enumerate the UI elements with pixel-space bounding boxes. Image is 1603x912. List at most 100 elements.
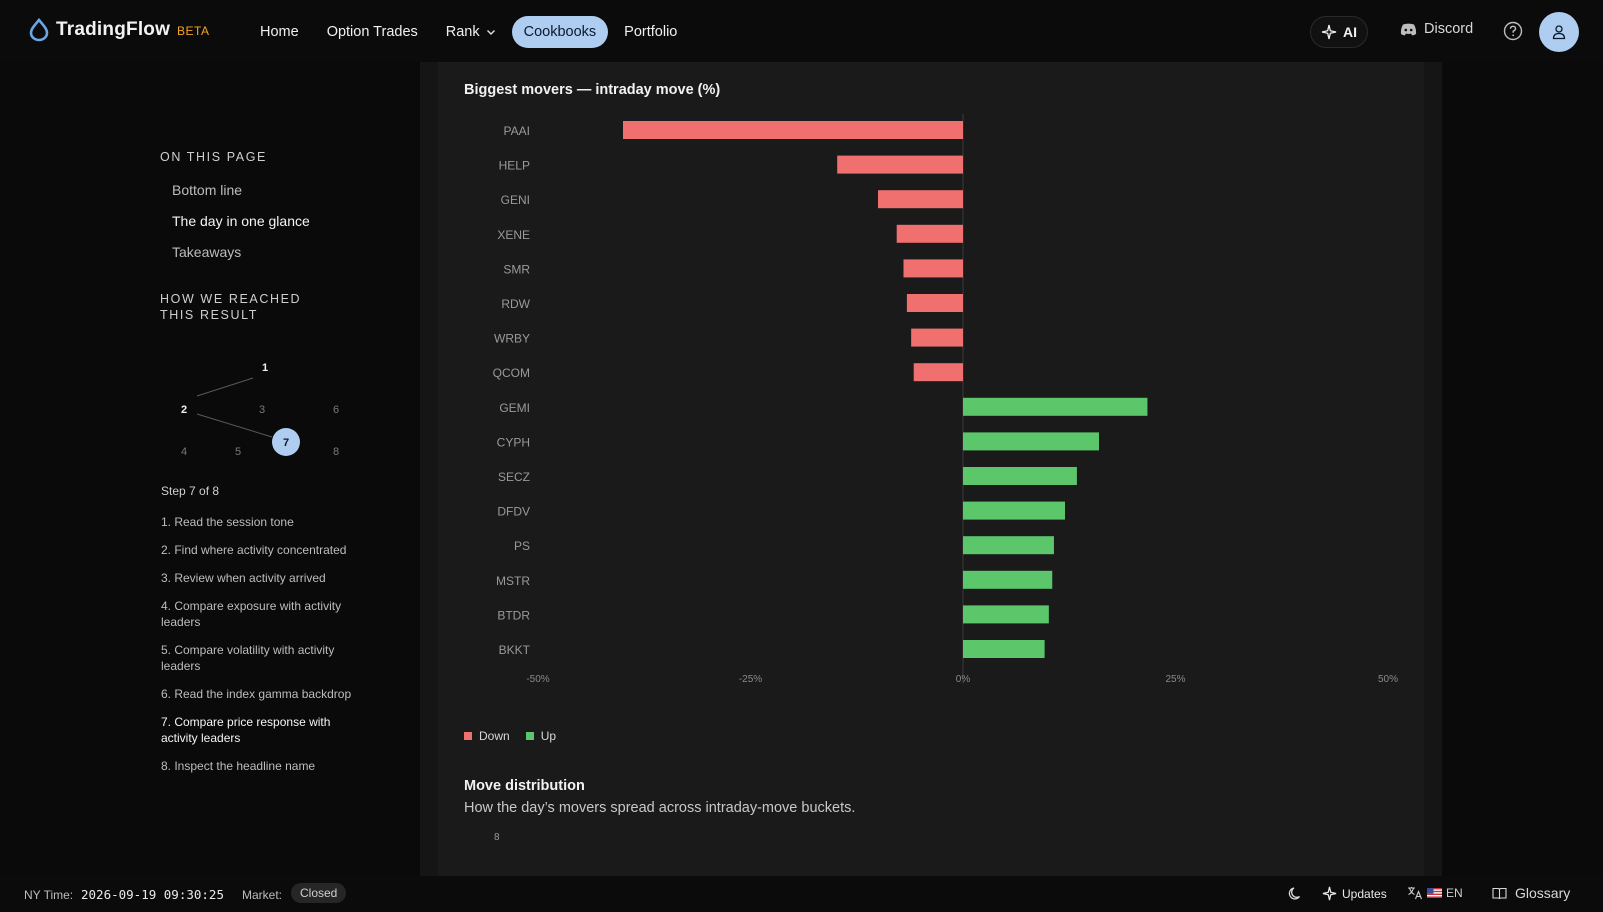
nav-portfolio[interactable]: Portfolio xyxy=(624,24,678,40)
bar-btdr[interactable] xyxy=(963,605,1049,624)
graph-node-current[interactable] xyxy=(272,428,300,456)
bar-bkkt[interactable] xyxy=(963,640,1045,658)
chevron-down-icon xyxy=(486,30,495,35)
legend-label: Down xyxy=(479,729,510,743)
bar-gemi[interactable] xyxy=(963,397,1148,416)
bar-rdw[interactable] xyxy=(906,294,963,312)
step-item[interactable]: 1. Read the session tone xyxy=(161,515,294,529)
toc-item[interactable]: The day in one glance xyxy=(172,213,310,229)
top-nav-bar: TradingFlow BETA Home Option Trades Rank… xyxy=(0,0,1603,62)
user-avatar[interactable] xyxy=(1539,12,1579,52)
step-graph: 1 2 3 6 4 5 7 8 xyxy=(181,362,339,458)
how-heading: HOW WE REACHED THIS RESULT xyxy=(160,292,302,322)
nav-rank-label: Rank xyxy=(445,24,480,40)
x-tick-label: -25% xyxy=(739,674,762,685)
glossary-label: Glossary xyxy=(1515,885,1571,901)
category-label: SECZ xyxy=(498,470,530,484)
updates-button[interactable]: Updates xyxy=(1322,886,1387,901)
section-subtitle: How the day’s movers spread across intra… xyxy=(464,800,856,816)
nav-home[interactable]: Home xyxy=(260,24,299,40)
discord-link[interactable]: Discord xyxy=(1400,21,1473,37)
category-label: HELP xyxy=(499,159,530,173)
bar-xene[interactable] xyxy=(896,224,963,243)
brand[interactable]: TradingFlow xyxy=(28,18,170,42)
steps-list: 1. Read the session tone 2. Find where a… xyxy=(161,514,361,786)
language-label: EN xyxy=(1446,886,1463,900)
category-label: WRBY xyxy=(494,332,530,346)
nav-cookbooks[interactable]: Cookbooks xyxy=(511,16,609,48)
bar-cyph[interactable] xyxy=(963,432,1099,451)
category-label: GENI xyxy=(501,193,530,207)
section-title: Move distribution xyxy=(464,778,585,794)
graph-node[interactable]: 7 xyxy=(283,437,289,449)
x-tick-label: 50% xyxy=(1378,674,1398,685)
bar-geni[interactable] xyxy=(878,190,963,209)
chart-legend: Down Up xyxy=(464,729,556,743)
bar-secz[interactable] xyxy=(963,467,1077,485)
legend-label: Up xyxy=(540,729,557,743)
discord-icon xyxy=(1400,23,1417,35)
graph-node[interactable]: 5 xyxy=(235,446,241,458)
bar-ps[interactable] xyxy=(963,536,1054,555)
movers-bar-chart: PAAI HELP GENI XENE SMR RDW WRBY QCOM GEMI CYPH SE… xyxy=(493,114,1398,685)
bar-help[interactable] xyxy=(837,155,963,174)
brand-name: TradingFlow xyxy=(56,19,171,40)
category-label: PS xyxy=(514,539,530,553)
category-label: DFDV xyxy=(497,505,530,519)
graph-node[interactable]: 2 xyxy=(181,404,187,416)
step-item[interactable]: 5. Compare volatility with activity lead… xyxy=(161,643,335,673)
market-label: Market: xyxy=(242,888,283,902)
toc-list: Bottom line The day in one glance Takeaw… xyxy=(160,182,400,275)
axis-tick-label: 8 xyxy=(494,832,500,843)
category-label: PAAI xyxy=(504,124,530,138)
book-icon xyxy=(1492,887,1507,899)
step-item[interactable]: 3. Review when activity arrived xyxy=(161,571,326,585)
graph-node[interactable]: 4 xyxy=(181,446,187,458)
graph-node[interactable]: 8 xyxy=(333,446,339,458)
bar-dfdv[interactable] xyxy=(963,501,1065,520)
toc-item[interactable]: Takeaways xyxy=(172,244,242,260)
user-icon xyxy=(1552,25,1566,40)
graph-node[interactable]: 3 xyxy=(259,404,265,416)
category-label: MSTR xyxy=(496,574,530,588)
category-label: BKKT xyxy=(499,643,531,657)
ny-time-label: NY Time: xyxy=(24,888,74,902)
legend-item-down[interactable]: Down xyxy=(464,729,510,743)
nav-option-trades[interactable]: Option Trades xyxy=(326,24,418,40)
step-indicator: Step 7 of 8 xyxy=(161,484,220,498)
legend-swatch-up xyxy=(525,732,534,740)
moon-icon[interactable] xyxy=(1288,886,1303,901)
side-panel: ON THIS PAGE Bottom line The day in one … xyxy=(160,150,400,323)
bar-paai[interactable] xyxy=(623,121,963,139)
language-selector[interactable]: EN xyxy=(1407,886,1463,900)
ai-button[interactable]: AI xyxy=(1310,16,1368,48)
legend-item-up[interactable]: Up xyxy=(525,729,557,743)
category-label: RDW xyxy=(501,297,530,311)
bar-wrby[interactable] xyxy=(911,328,963,347)
step-item[interactable]: 8. Inspect the headline name xyxy=(161,759,316,773)
bar-mstr[interactable] xyxy=(963,570,1053,589)
category-label: BTDR xyxy=(497,608,530,622)
bar-smr[interactable] xyxy=(903,259,964,278)
category-label: CYPH xyxy=(497,435,530,449)
step-item[interactable]: 2. Find where activity concentrated xyxy=(161,543,347,557)
nav-rank[interactable]: Rank xyxy=(434,16,508,48)
bar-qcom[interactable] xyxy=(913,363,963,382)
logo-icon xyxy=(29,18,49,42)
graph-node[interactable]: 6 xyxy=(333,404,339,416)
toc-item[interactable]: Bottom line xyxy=(172,182,243,198)
x-tick-label: 25% xyxy=(1165,674,1185,685)
category-label: QCOM xyxy=(493,366,530,380)
status-bar: NY Time: 2026-09-19 09:30:25 Market: Clo… xyxy=(0,876,1603,912)
graph-node[interactable]: 1 xyxy=(262,362,268,374)
step-item[interactable]: 4. Compare exposure with activity leader… xyxy=(161,599,342,629)
on-this-page-heading: ON THIS PAGE xyxy=(160,150,267,164)
step-item-current[interactable]: 7. Compare price response with activity … xyxy=(161,715,331,745)
glossary-link[interactable]: Glossary xyxy=(1492,885,1570,901)
translate-icon xyxy=(1408,887,1423,900)
step-item[interactable]: 6. Read the index gamma backdrop xyxy=(161,687,352,701)
x-tick-label: 0% xyxy=(956,674,971,685)
us-flag-icon xyxy=(1427,888,1442,898)
help-icon[interactable] xyxy=(1503,21,1523,41)
x-tick-label: -50% xyxy=(526,674,549,685)
